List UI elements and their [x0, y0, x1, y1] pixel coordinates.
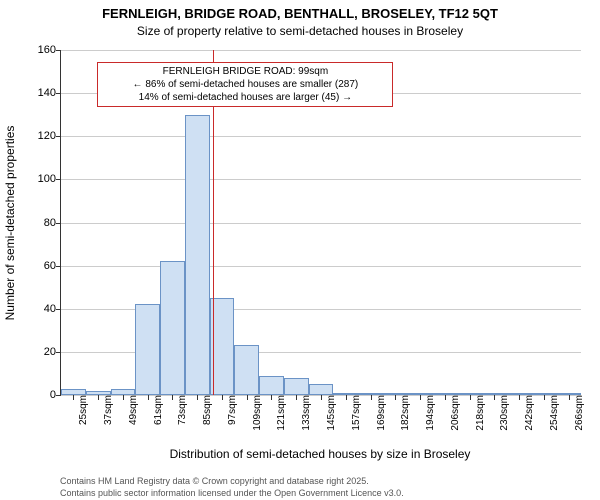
xtick-mark	[420, 395, 421, 400]
xtick-mark	[445, 395, 446, 400]
annotation-box: FERNLEIGH BRIDGE ROAD: 99sqm← 86% of sem…	[97, 62, 393, 107]
ytick-mark	[56, 179, 61, 180]
annotation-line: ← 86% of semi-detached houses are smalle…	[102, 78, 388, 91]
xtick-mark	[222, 395, 223, 400]
gridline	[61, 136, 581, 137]
ytick-mark	[56, 395, 61, 396]
gridline	[61, 50, 581, 51]
ytick-mark	[56, 50, 61, 51]
annotation-line: 14% of semi-detached houses are larger (…	[102, 91, 388, 104]
x-axis-label: Distribution of semi-detached houses by …	[60, 447, 580, 461]
histogram-bar	[86, 391, 111, 395]
xtick-mark	[247, 395, 248, 400]
ytick-mark	[56, 309, 61, 310]
histogram-bar	[408, 393, 433, 395]
y-axis-label: Number of semi-detached properties	[3, 125, 17, 320]
xtick-mark	[569, 395, 570, 400]
xtick-label: 121sqm	[271, 395, 287, 431]
footer-line1: Contains HM Land Registry data © Crown c…	[60, 476, 369, 486]
xtick-label: 61sqm	[148, 395, 164, 425]
histogram-bar	[309, 384, 334, 395]
histogram-bar	[111, 389, 136, 395]
xtick-mark	[172, 395, 173, 400]
xtick-label: 37sqm	[98, 395, 114, 425]
histogram-bar	[457, 393, 482, 395]
chart-container: FERNLEIGH, BRIDGE ROAD, BENTHALL, BROSEL…	[0, 0, 600, 500]
ytick-mark	[56, 266, 61, 267]
histogram-bar	[556, 393, 581, 395]
ytick-mark	[56, 136, 61, 137]
xtick-label: 182sqm	[395, 395, 411, 431]
histogram-bar	[61, 389, 86, 395]
ytick-mark	[56, 223, 61, 224]
xtick-label: 194sqm	[420, 395, 436, 431]
histogram-bar	[383, 393, 408, 395]
xtick-mark	[321, 395, 322, 400]
ytick-mark	[56, 93, 61, 94]
xtick-label: 25sqm	[73, 395, 89, 425]
footer-line2: Contains public sector information licen…	[60, 488, 404, 498]
xtick-mark	[395, 395, 396, 400]
histogram-bar	[432, 393, 457, 395]
histogram-bar	[358, 393, 383, 395]
plot-area: 02040608010012014016025sqm37sqm49sqm61sq…	[60, 50, 581, 396]
histogram-bar	[507, 393, 532, 395]
xtick-mark	[123, 395, 124, 400]
xtick-label: 206sqm	[445, 395, 461, 431]
xtick-mark	[148, 395, 149, 400]
histogram-bar	[284, 378, 309, 395]
histogram-bar	[333, 393, 358, 395]
xtick-mark	[371, 395, 372, 400]
xtick-label: 242sqm	[519, 395, 535, 431]
xtick-mark	[296, 395, 297, 400]
gridline	[61, 266, 581, 267]
xtick-label: 73sqm	[172, 395, 188, 425]
histogram-bar	[531, 393, 556, 395]
xtick-label: 254sqm	[544, 395, 560, 431]
xtick-mark	[494, 395, 495, 400]
histogram-bar	[259, 376, 284, 395]
histogram-bar	[160, 261, 185, 395]
histogram-bar	[234, 345, 259, 395]
histogram-bar	[482, 393, 507, 395]
xtick-label: 218sqm	[470, 395, 486, 431]
xtick-label: 230sqm	[494, 395, 510, 431]
xtick-mark	[544, 395, 545, 400]
histogram-bar	[185, 115, 210, 395]
xtick-label: 133sqm	[296, 395, 312, 431]
xtick-mark	[98, 395, 99, 400]
xtick-mark	[346, 395, 347, 400]
xtick-mark	[519, 395, 520, 400]
xtick-mark	[470, 395, 471, 400]
histogram-bar	[135, 304, 160, 395]
xtick-label: 85sqm	[197, 395, 213, 425]
chart-title-line1: FERNLEIGH, BRIDGE ROAD, BENTHALL, BROSEL…	[0, 6, 600, 21]
xtick-label: 109sqm	[247, 395, 263, 431]
gridline	[61, 223, 581, 224]
xtick-label: 169sqm	[371, 395, 387, 431]
annotation-line: FERNLEIGH BRIDGE ROAD: 99sqm	[102, 65, 388, 78]
xtick-label: 157sqm	[346, 395, 362, 431]
xtick-label: 49sqm	[123, 395, 139, 425]
xtick-mark	[73, 395, 74, 400]
chart-title-line2: Size of property relative to semi-detach…	[0, 24, 600, 38]
ytick-mark	[56, 352, 61, 353]
xtick-label: 145sqm	[321, 395, 337, 431]
xtick-mark	[271, 395, 272, 400]
gridline	[61, 179, 581, 180]
xtick-mark	[197, 395, 198, 400]
xtick-label: 266sqm	[569, 395, 585, 431]
xtick-label: 97sqm	[222, 395, 238, 425]
